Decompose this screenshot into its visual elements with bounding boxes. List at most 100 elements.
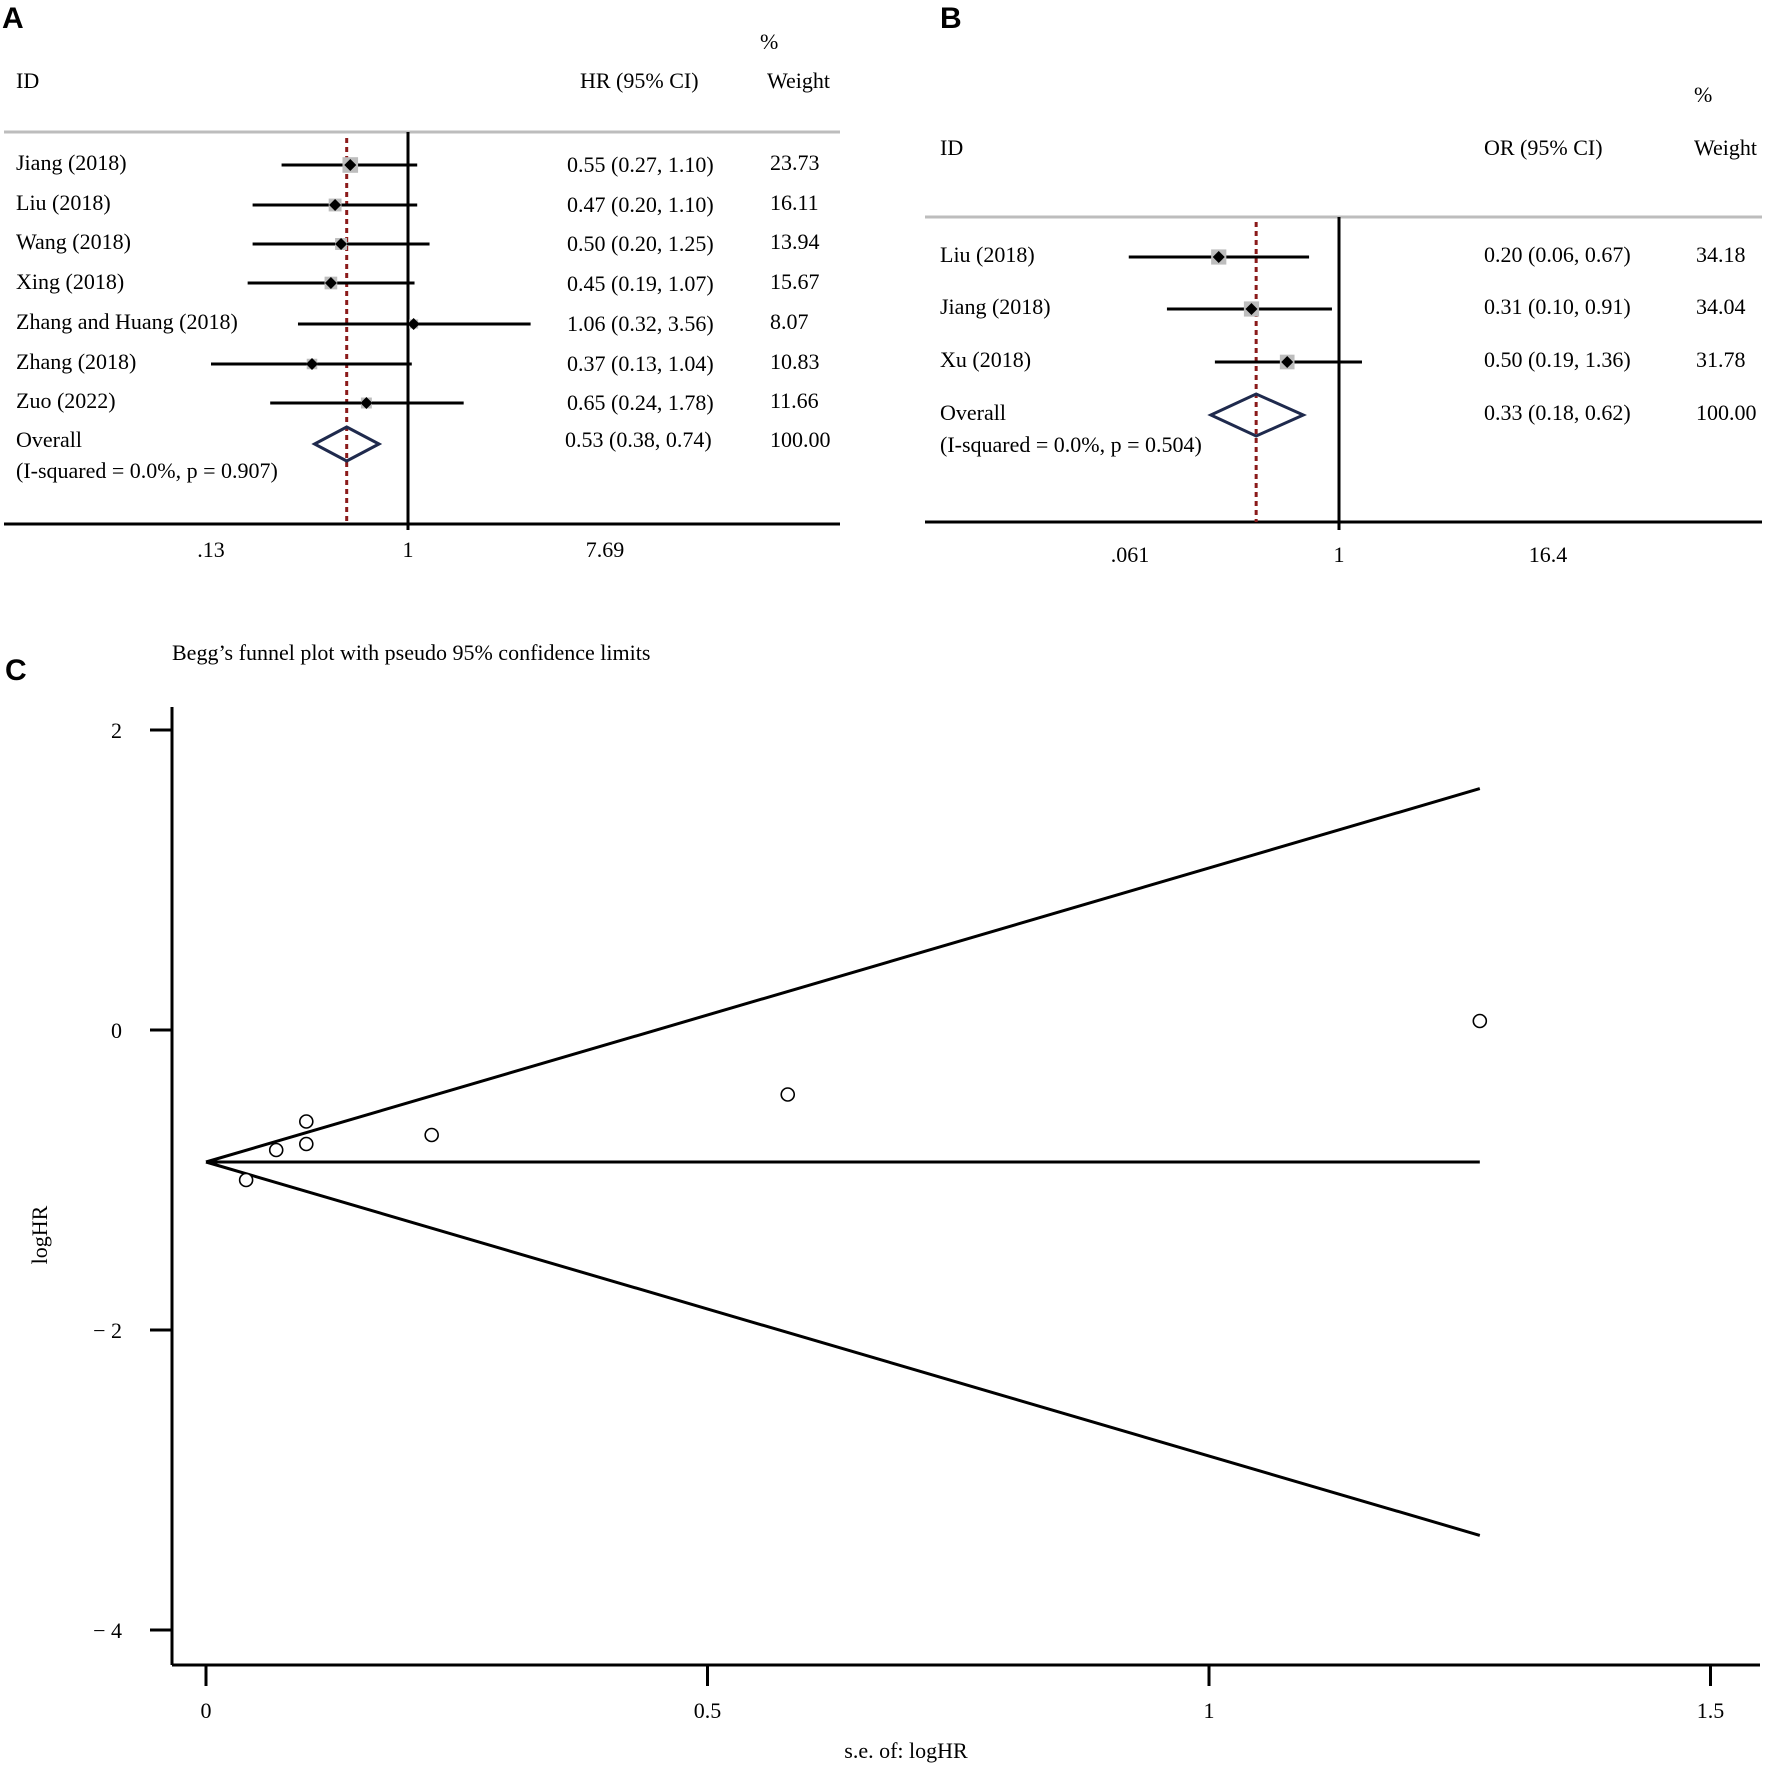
panel-a-overall-diamond — [311, 425, 383, 463]
panel-a-row-4: Xing (2018) 0.45 (0.19, 1.07) 15.67 — [16, 269, 820, 296]
panel-b-tick-labels: .061 1 16.4 — [1111, 542, 1568, 567]
panel-a-point-estimate — [360, 397, 373, 409]
panel-b-header-effect: OR (95% CI) — [1484, 135, 1603, 160]
panel-c-y-axis-label: logHR — [27, 1205, 52, 1264]
panel-b-ci-text: 0.31 (0.10, 0.91) — [1484, 294, 1631, 319]
panel-a-row-3: Wang (2018) 0.50 (0.20, 1.25) 13.94 — [16, 229, 820, 256]
funnel-study-point — [298, 1114, 314, 1129]
panel-b-point-estimate — [1245, 303, 1258, 315]
panel-b-point-estimate — [1212, 251, 1225, 263]
panel-a-overall-weight-text: 100.00 — [770, 427, 831, 452]
panel-b-overall-ci-text: 0.33 (0.18, 0.62) — [1484, 400, 1631, 425]
panel-c-title: Begg’s funnel plot with pseudo 95% confi… — [172, 640, 650, 665]
panel-a-row-1: Jiang (2018) 0.55 (0.27, 1.10) 23.73 — [16, 150, 820, 177]
panel-a-point-estimate — [305, 358, 318, 370]
panel-a-ci-text: 0.65 (0.24, 1.78) — [567, 390, 714, 415]
panel-a-weight-text: 23.73 — [770, 150, 820, 175]
panel-a-tick-label: .13 — [197, 537, 225, 562]
panel-a-header-id: ID — [16, 68, 39, 93]
panel-a-heterogeneity: (I-squared = 0.0%, p = 0.907) — [16, 458, 278, 483]
panel-a-tick-label: 7.69 — [586, 537, 625, 562]
panel-a-overall-label: Overall — [16, 427, 82, 452]
panel-b-weight-text: 34.04 — [1696, 294, 1746, 319]
panel-a-ci-text: 0.50 (0.20, 1.25) — [567, 231, 714, 256]
panel-b-overall-diamond — [1207, 392, 1307, 438]
panel-b-tick-label: .061 — [1111, 542, 1150, 567]
panel-b-letter: B — [940, 2, 962, 35]
panel-a-study-label: Liu (2018) — [16, 190, 111, 215]
panel-a-study-label: Zuo (2022) — [16, 388, 116, 413]
panel-b-row-3: Xu (2018) 0.50 (0.19, 1.36) 31.78 — [940, 347, 1746, 372]
panel-b-row-2: Jiang (2018) 0.31 (0.10, 0.91) 34.04 — [940, 294, 1746, 319]
panel-a: A % ID HR (95% CI) Weight Jiang (2018) 0… — [2, 2, 840, 562]
funnel-study-point — [1472, 1013, 1488, 1029]
panel-c-y-ticks: 2 0 − 2 − 4 — [93, 718, 172, 1643]
panel-c-lower-confidence-limit — [205, 1160, 1481, 1537]
panel-c-x-ticks: 0 0.5 1 1.5 — [201, 1665, 1725, 1723]
panel-b-header-percent: % — [1694, 82, 1712, 107]
funnel-study-point — [238, 1172, 254, 1188]
panel-a-weight-text: 13.94 — [770, 229, 820, 254]
panel-c-y-tick-label: 2 — [111, 718, 122, 743]
panel-a-weight-text: 8.07 — [770, 309, 809, 334]
panel-a-row-6: Zhang (2018) 0.37 (0.13, 1.04) 10.83 — [16, 349, 820, 376]
panel-c-upper-confidence-limit — [205, 787, 1481, 1164]
panel-b-ci-text: 0.20 (0.06, 0.67) — [1484, 242, 1631, 267]
panel-a-point-estimate — [407, 318, 420, 330]
panel-c-y-tick-label: − 4 — [93, 1618, 122, 1643]
panel-a-point-estimate — [344, 159, 357, 171]
panel-a-weight-text: 16.11 — [770, 190, 819, 215]
panel-b-overall-weight-text: 100.00 — [1696, 400, 1757, 425]
panel-a-study-label: Xing (2018) — [16, 269, 124, 294]
panel-c-x-tick-label: 1.5 — [1697, 1698, 1725, 1723]
panel-a-point-estimate — [329, 199, 342, 211]
panel-a-overall-row: Overall (I-squared = 0.0%, p = 0.907) 0.… — [16, 425, 831, 483]
panel-c-y-tick-label: − 2 — [93, 1318, 122, 1343]
panel-a-weight-text: 10.83 — [770, 349, 820, 374]
panel-c: C Begg’s funnel plot with pseudo 95% con… — [5, 640, 1760, 1763]
panel-a-point-estimate — [335, 238, 348, 250]
panel-a-study-label: Zhang (2018) — [16, 349, 136, 374]
panel-a-tick-label: 1 — [403, 537, 414, 562]
panel-a-row-2: Liu (2018) 0.47 (0.20, 1.10) 16.11 — [16, 190, 819, 217]
panel-a-ci-text: 0.37 (0.13, 1.04) — [567, 351, 714, 376]
panel-c-y-tick-label: 0 — [111, 1018, 122, 1043]
panel-a-ci-text: 0.55 (0.27, 1.10) — [567, 152, 714, 177]
panel-c-x-axis-label: s.e. of: logHR — [844, 1738, 968, 1763]
panel-b-heterogeneity: (I-squared = 0.0%, p = 0.504) — [940, 432, 1202, 457]
panel-a-study-label: Zhang and Huang (2018) — [16, 309, 238, 334]
panel-a-header-effect: HR (95% CI) — [580, 68, 699, 93]
panel-b-weight-text: 31.78 — [1696, 347, 1746, 372]
panel-a-letter: A — [2, 2, 24, 35]
panel-b-overall-row: Overall (I-squared = 0.0%, p = 0.504) 0.… — [940, 392, 1757, 457]
funnel-study-point — [424, 1127, 439, 1143]
panel-a-study-label: Jiang (2018) — [16, 150, 127, 175]
panel-a-point-estimate — [324, 277, 337, 289]
panel-b-row-1: Liu (2018) 0.20 (0.06, 0.67) 34.18 — [940, 242, 1746, 267]
panel-a-header-weight: Weight — [767, 68, 830, 93]
panel-b-point-estimate — [1281, 356, 1294, 368]
panel-c-x-tick-label: 0.5 — [694, 1698, 722, 1723]
panel-b-weight-text: 34.18 — [1696, 242, 1746, 267]
funnel-study-point — [268, 1142, 284, 1158]
panel-c-x-tick-label: 1 — [1204, 1698, 1215, 1723]
panel-a-weight-text: 11.66 — [770, 388, 819, 413]
panel-b-header-id: ID — [940, 135, 963, 160]
panel-c-study-points — [238, 1013, 1488, 1188]
panel-c-letter: C — [5, 654, 27, 687]
funnel-study-point — [298, 1136, 314, 1152]
panel-a-ci-text: 0.45 (0.19, 1.07) — [567, 271, 714, 296]
panel-b-header-weight: Weight — [1694, 135, 1757, 160]
panel-b-tick-label: 16.4 — [1529, 542, 1568, 567]
panel-a-overall-ci-text: 0.53 (0.38, 0.74) — [565, 427, 712, 452]
panel-b-study-label: Liu (2018) — [940, 242, 1035, 267]
panel-c-x-tick-label: 0 — [201, 1698, 212, 1723]
panel-b-study-label: Xu (2018) — [940, 347, 1031, 372]
funnel-study-point — [780, 1087, 796, 1102]
panel-b-overall-label: Overall — [940, 400, 1006, 425]
panel-a-study-label: Wang (2018) — [16, 229, 131, 254]
panel-a-ci-text: 0.47 (0.20, 1.10) — [567, 192, 714, 217]
panel-a-weight-text: 15.67 — [770, 269, 820, 294]
panel-b-ci-text: 0.50 (0.19, 1.36) — [1484, 347, 1631, 372]
